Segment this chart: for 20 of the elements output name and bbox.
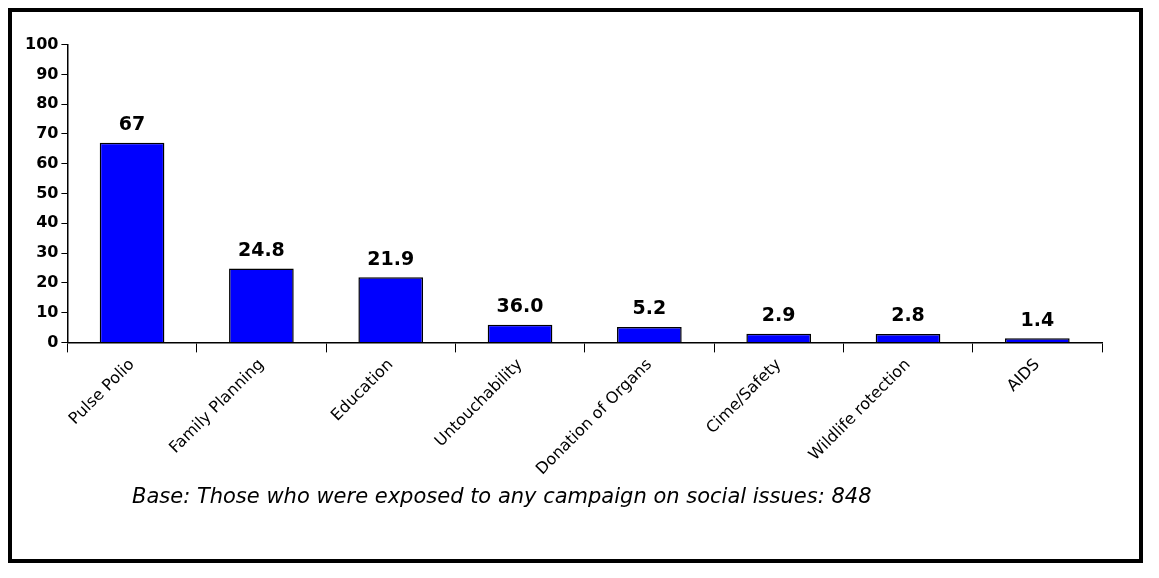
- annotation: 36.0: [496, 294, 544, 317]
- y-tick-label: 90: [36, 63, 59, 83]
- y-tick-label: 80: [36, 93, 59, 113]
- y-tick-label: 10: [36, 301, 59, 321]
- data-label: 1.4: [1020, 307, 1055, 330]
- data-label: 24.8: [237, 237, 285, 260]
- y-tick-label: 40: [36, 212, 59, 232]
- data-label: 67: [118, 112, 146, 135]
- data-label: 2.9: [761, 303, 796, 326]
- data-label: 2.8: [891, 303, 925, 326]
- y-tick-label: 20: [36, 271, 59, 291]
- y-tick-label: 70: [36, 123, 59, 143]
- y-tick-label: 60: [36, 152, 59, 172]
- y-tick-label: 0: [47, 331, 59, 351]
- data-label: 5.2: [632, 296, 667, 319]
- y-tick-label: 100: [24, 33, 59, 53]
- data-label: 21.9: [367, 246, 415, 269]
- text: Base: Those who were exposed to any campaign on social issues: 848: [131, 484, 873, 508]
- y-tick-label: 30: [36, 242, 59, 262]
- y-tick-label: 50: [36, 182, 59, 202]
